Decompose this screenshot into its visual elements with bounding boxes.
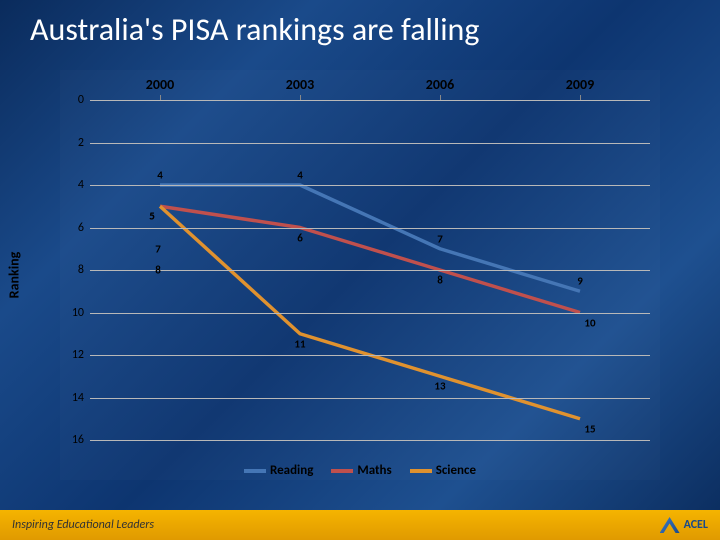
data-label: 7 [437, 232, 443, 245]
x-category-label: 2006 [426, 76, 454, 93]
footer-bar: Inspiring Educational Leaders ACEL [0, 510, 720, 540]
y-tick-label: 8 [78, 263, 90, 277]
data-label: 7 [155, 242, 161, 255]
plot-area: 0246810121416200020032006200944795681051… [90, 100, 650, 440]
gridline [90, 143, 650, 144]
series-line-maths [160, 206, 580, 312]
slide-title: Australia's PISA rankings are falling [30, 10, 690, 49]
data-label: 5 [149, 210, 155, 223]
legend-swatch [244, 469, 266, 473]
data-label: 15 [584, 422, 595, 435]
gridline [90, 355, 650, 356]
y-tick-label: 4 [78, 178, 90, 192]
data-label: 4 [297, 169, 303, 182]
y-tick-label: 12 [72, 348, 90, 362]
data-label: 8 [155, 264, 161, 277]
data-label: 4 [157, 169, 163, 182]
gridline [90, 270, 650, 271]
logo-icon [660, 517, 680, 533]
y-tick-label: 14 [72, 391, 90, 405]
x-tick [160, 95, 161, 100]
legend-item-science: Science [410, 463, 476, 478]
legend-item-maths: Maths [331, 463, 391, 478]
data-label: 6 [297, 231, 303, 244]
legend-swatch [331, 469, 353, 473]
gridline [90, 440, 650, 441]
gridline [90, 228, 650, 229]
data-label: 10 [584, 316, 595, 329]
gridline [90, 313, 650, 314]
y-tick-label: 6 [78, 221, 90, 235]
legend-label: Reading [270, 463, 313, 478]
x-tick [440, 95, 441, 100]
legend: Reading Maths Science [60, 463, 660, 478]
y-tick-label: 16 [72, 433, 90, 447]
x-category-label: 2009 [566, 76, 594, 93]
x-category-label: 2000 [146, 76, 174, 93]
y-tick-label: 0 [78, 93, 90, 107]
gridline [90, 398, 650, 399]
chart: Ranking 02468101214162000200320062009447… [60, 70, 660, 480]
x-tick [300, 95, 301, 100]
legend-swatch [410, 469, 432, 473]
legend-label: Maths [357, 463, 391, 478]
y-tick-label: 2 [78, 136, 90, 150]
data-label: 9 [577, 275, 583, 288]
logo: ACEL [660, 517, 708, 533]
logo-text: ACEL [684, 518, 708, 532]
gridline [90, 100, 650, 101]
x-category-label: 2003 [286, 76, 314, 93]
legend-label: Science [436, 463, 476, 478]
data-label: 11 [294, 337, 305, 350]
gridline [90, 185, 650, 186]
series-line-reading [160, 185, 580, 291]
data-label: 8 [437, 274, 443, 287]
x-tick [580, 95, 581, 100]
legend-item-reading: Reading [244, 463, 313, 478]
footer-text: Inspiring Educational Leaders [12, 518, 154, 532]
data-label: 13 [434, 380, 445, 393]
y-axis-label: Ranking [6, 252, 23, 299]
y-tick-label: 10 [72, 306, 90, 320]
